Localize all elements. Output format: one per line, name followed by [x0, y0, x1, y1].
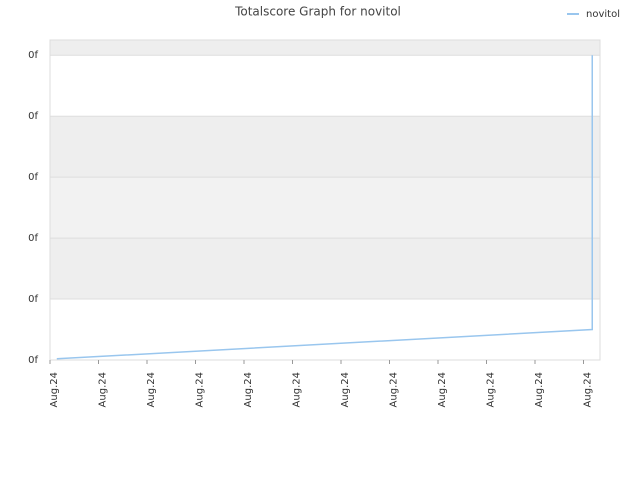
y-tick-label: 0f: [28, 111, 38, 122]
x-tick-label: Aug.24: [437, 372, 448, 407]
plot-band: [50, 40, 600, 56]
x-tick-label: Aug.24: [98, 372, 109, 407]
plot-band: [50, 116, 600, 178]
x-tick-label: Aug.24: [292, 372, 303, 407]
series-line: [56, 55, 593, 360]
plot-band: [50, 177, 600, 239]
legend-label: novitol: [586, 9, 620, 20]
x-tick-label: Aug.24: [146, 372, 157, 407]
x-tick-label: Aug.24: [583, 372, 594, 407]
x-tick-label: Aug.24: [486, 372, 497, 407]
chart-title: Totalscore Graph for novitol: [234, 5, 401, 19]
x-tick-label: Aug.24: [340, 372, 351, 407]
x-tick-label: Aug.24: [243, 372, 254, 407]
y-tick-label: 0f: [28, 233, 38, 244]
x-tick-label: Aug.24: [195, 372, 206, 407]
plot-band: [50, 238, 600, 300]
y-tick-label: 0f: [28, 172, 38, 183]
plot-band: [50, 55, 600, 117]
x-tick-label: Aug.24: [389, 372, 400, 407]
y-tick-label: 0f: [28, 294, 38, 305]
x-tick-label: Aug.24: [49, 372, 60, 407]
y-tick-label: 0f: [28, 355, 38, 366]
x-tick-label: Aug.24: [534, 372, 545, 407]
plot-border: [49, 39, 601, 361]
plot-band: [50, 299, 600, 360]
y-tick-label: 0f: [28, 50, 38, 61]
